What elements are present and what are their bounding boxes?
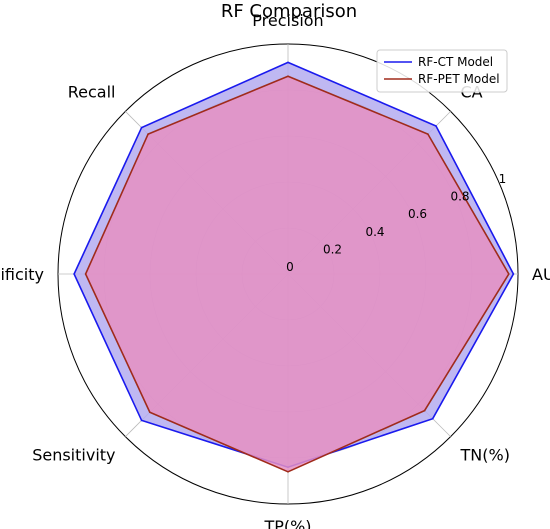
axis-label-precision: Precision: [252, 11, 323, 30]
axis-label-recall: Recall: [68, 83, 116, 102]
series-point-1: [147, 133, 149, 135]
radial-tick-label: 0.6: [408, 207, 427, 221]
radial-tick-label: 1: [499, 172, 507, 186]
radial-ticks: 0 0.2 0.4 0.6 0.8 1: [286, 172, 506, 274]
series-point-1: [287, 75, 289, 77]
chart-title: RF Comparison: [221, 1, 357, 22]
axis-label-tp: TP(%): [263, 517, 311, 529]
series-point-0: [73, 273, 75, 275]
legend-frame: [376, 49, 508, 93]
series-layer: [73, 61, 515, 473]
radial-tick-label: 0: [286, 260, 294, 274]
radial-tick-label: 0.4: [365, 225, 384, 239]
series-point-0: [287, 61, 289, 64]
radial-tick-label: 0.8: [450, 190, 469, 204]
legend-label-rf-ct: RF-CT Model: [418, 55, 493, 69]
series-point-1: [508, 273, 510, 275]
series-point-0: [140, 126, 143, 129]
series-point-1: [287, 471, 289, 473]
series-point-1: [149, 411, 151, 414]
legend-label-rf-pet: RF-PET Model: [418, 72, 500, 86]
axis-label-sensitivity: Sensitivity: [32, 446, 115, 465]
series-point-0: [435, 125, 437, 127]
axis-label-auc: AUC: [532, 265, 550, 284]
axis-label-specificity: Specificity: [0, 265, 44, 284]
series-point-0: [431, 417, 434, 420]
series-point-0: [140, 419, 143, 422]
legend: RF-CT Model RF-PET Model: [376, 49, 508, 93]
series-point-1: [423, 409, 426, 412]
series-point-0: [512, 273, 515, 275]
axis-label-tn: TN(%): [460, 446, 510, 465]
series-point-1: [84, 273, 87, 275]
radial-tick-label: 0.2: [323, 242, 342, 256]
series-point-1: [427, 133, 429, 135]
